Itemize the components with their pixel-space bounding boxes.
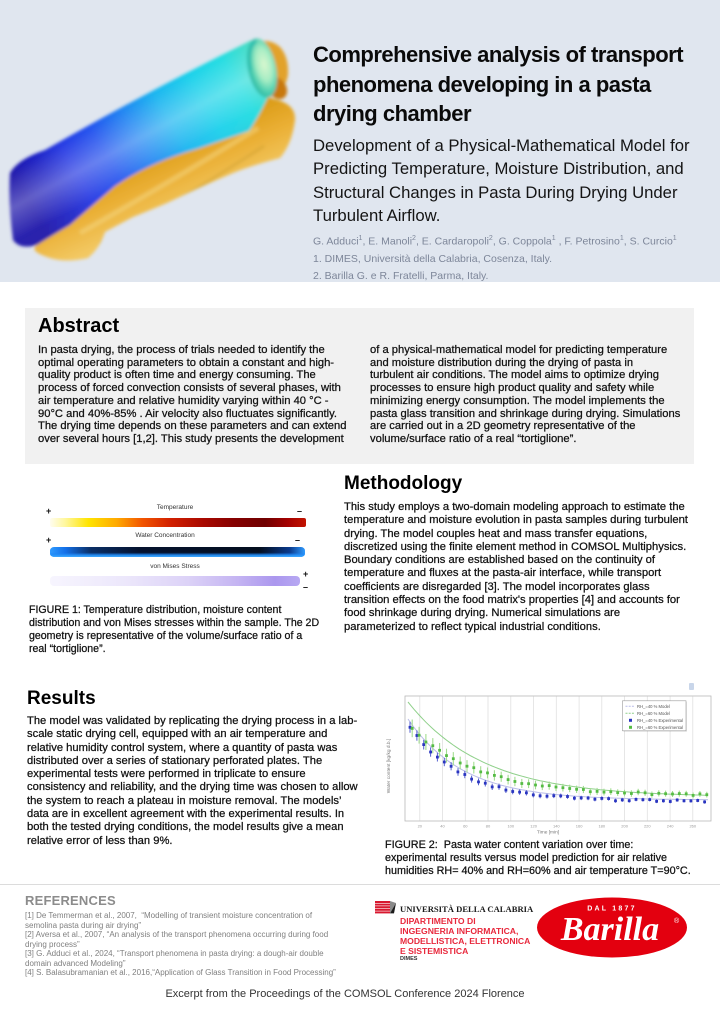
- svg-text:RH_=40 % Model: RH_=40 % Model: [637, 704, 670, 709]
- svg-text:Time [min]: Time [min]: [537, 830, 559, 836]
- svg-text:RH_=40 % Experimental: RH_=40 % Experimental: [637, 718, 683, 723]
- svg-text:200: 200: [621, 824, 628, 829]
- svg-text:140: 140: [553, 824, 560, 829]
- svg-text:260: 260: [689, 824, 696, 829]
- svg-text:80: 80: [486, 824, 491, 829]
- svg-text:100: 100: [507, 824, 514, 829]
- svg-text:240: 240: [667, 824, 674, 829]
- svg-text:40: 40: [440, 824, 445, 829]
- svg-text:Water content [kg/kg d.b.]: Water content [kg/kg d.b.]: [386, 739, 392, 793]
- svg-text:RH_=60 % Experimental: RH_=60 % Experimental: [637, 725, 683, 730]
- svg-text:®: ®: [674, 917, 680, 925]
- svg-text:Barilla: Barilla: [560, 911, 659, 948]
- svg-text:DAL 1877: DAL 1877: [587, 906, 636, 913]
- svg-text:220: 220: [644, 824, 651, 829]
- svg-text:20: 20: [418, 824, 423, 829]
- svg-text:120: 120: [530, 824, 537, 829]
- svg-text:180: 180: [598, 824, 605, 829]
- svg-text:RH_=60 % Model: RH_=60 % Model: [637, 711, 670, 716]
- svg-text:60: 60: [463, 824, 468, 829]
- svg-text:160: 160: [576, 824, 583, 829]
